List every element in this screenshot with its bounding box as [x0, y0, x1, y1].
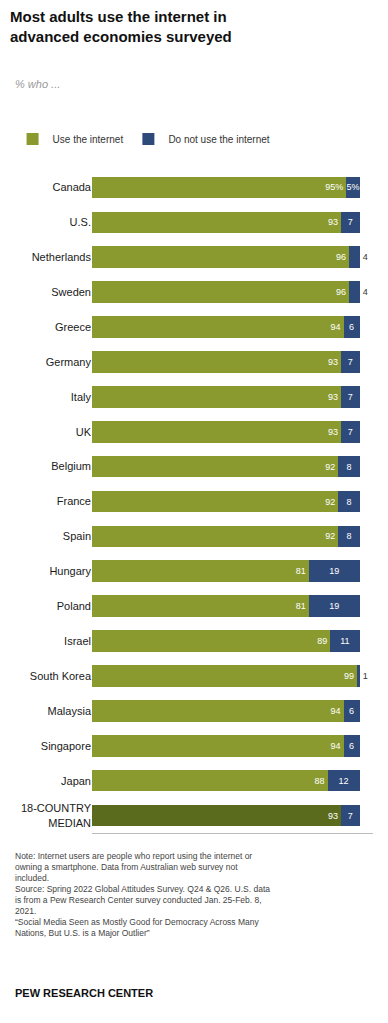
svg-text:7: 7	[348, 811, 353, 821]
svg-text:Hungary: Hungary	[49, 565, 91, 577]
svg-text:89: 89	[317, 636, 327, 646]
svg-text:7: 7	[348, 217, 353, 227]
svg-text:19: 19	[329, 566, 339, 576]
svg-text:Sweden: Sweden	[51, 286, 91, 298]
svg-text:6: 6	[349, 322, 354, 332]
svg-text:Poland: Poland	[57, 600, 91, 612]
svg-text:Use the internet: Use the internet	[53, 134, 124, 145]
svg-text:Singapore: Singapore	[41, 740, 91, 752]
svg-text:7: 7	[348, 392, 353, 402]
svg-text:8: 8	[346, 497, 351, 507]
svg-text:Malaysia: Malaysia	[48, 705, 92, 717]
svg-text:11: 11	[340, 636, 349, 646]
svg-text:Spain: Spain	[63, 530, 91, 542]
svg-text:Netherlands: Netherlands	[32, 251, 92, 263]
svg-text:18-COUNTRYMEDIAN: 18-COUNTRYMEDIAN	[21, 802, 92, 828]
svg-text:94: 94	[331, 706, 341, 716]
svg-text:South Korea: South Korea	[30, 670, 92, 682]
svg-text:19: 19	[329, 601, 339, 611]
svg-text:6: 6	[349, 741, 354, 751]
svg-text:Belgium: Belgium	[51, 460, 91, 472]
svg-text:Italy: Italy	[71, 391, 92, 403]
svg-text:PEW RESEARCH CENTER: PEW RESEARCH CENTER	[15, 987, 153, 999]
svg-text:81: 81	[296, 601, 306, 611]
svg-text:France: France	[57, 495, 91, 507]
svg-text:4: 4	[363, 287, 368, 297]
svg-text:88: 88	[314, 776, 324, 786]
svg-text:7: 7	[348, 357, 353, 367]
svg-text:Most adults use the internet i: Most adults use the internet inadvanced …	[10, 8, 232, 45]
svg-text:% who ...: % who ...	[15, 78, 60, 90]
svg-text:U.S.: U.S.	[70, 216, 91, 228]
svg-text:12: 12	[339, 776, 349, 786]
svg-text:94: 94	[331, 322, 341, 332]
svg-text:94: 94	[331, 741, 341, 751]
svg-text:4: 4	[363, 252, 368, 262]
svg-text:8: 8	[346, 462, 351, 472]
svg-text:92: 92	[325, 531, 335, 541]
svg-text:5%: 5%	[346, 182, 359, 192]
svg-text:96: 96	[336, 252, 346, 262]
svg-text:93: 93	[328, 217, 338, 227]
svg-text:93: 93	[328, 357, 338, 367]
svg-text:8: 8	[346, 531, 351, 541]
svg-text:7: 7	[348, 427, 353, 437]
svg-text:Greece: Greece	[55, 321, 91, 333]
svg-text:1: 1	[363, 671, 368, 681]
svg-text:6: 6	[349, 706, 354, 716]
svg-text:Israel: Israel	[64, 635, 91, 647]
svg-text:93: 93	[328, 427, 338, 437]
svg-text:Do not use the internet: Do not use the internet	[168, 134, 269, 145]
svg-text:Germany: Germany	[46, 356, 92, 368]
svg-text:Canada: Canada	[52, 181, 91, 193]
svg-text:93: 93	[328, 811, 338, 821]
svg-text:81: 81	[296, 566, 306, 576]
svg-text:93: 93	[328, 392, 338, 402]
svg-text:Japan: Japan	[61, 775, 91, 787]
svg-text:Note: Internet users are peopl: Note: Internet users are people who repo…	[15, 851, 270, 938]
svg-text:92: 92	[325, 497, 335, 507]
svg-text:99: 99	[344, 671, 354, 681]
svg-text:95%: 95%	[325, 182, 343, 192]
svg-text:UK: UK	[76, 426, 92, 438]
svg-text:92: 92	[325, 462, 335, 472]
svg-text:96: 96	[336, 287, 346, 297]
